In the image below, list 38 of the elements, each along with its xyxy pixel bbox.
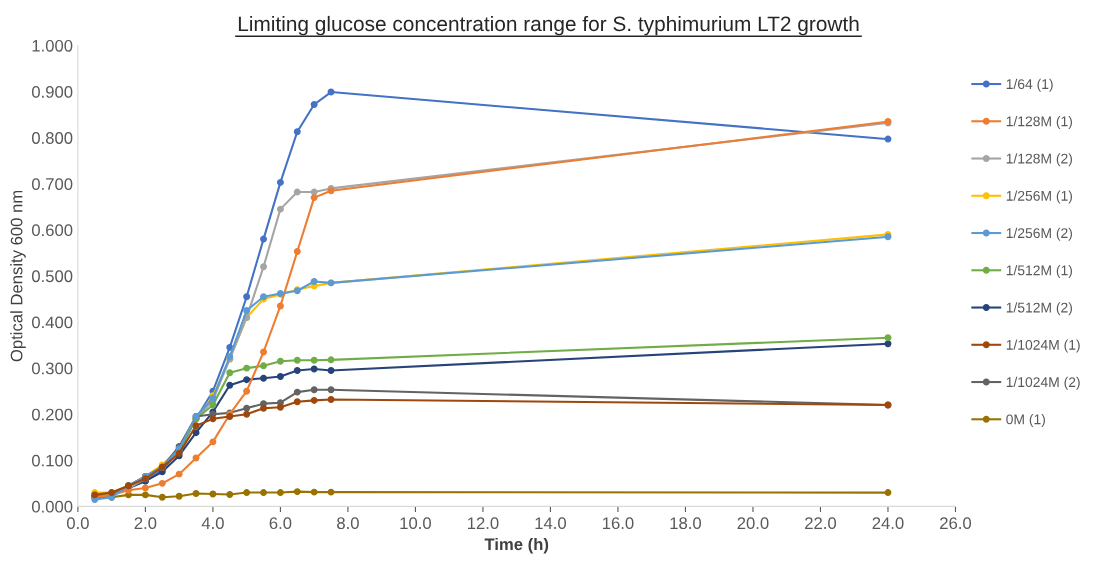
x-tick-label: 14.0	[535, 517, 567, 530]
legend-label: 1/512M (2)	[1006, 302, 1073, 316]
legend-label: 1/128M (1)	[1006, 116, 1073, 129]
x-tick-label: 24.0	[872, 517, 904, 530]
x-tick-label: 20.0	[737, 517, 769, 530]
y-tick-label: 0.300	[31, 362, 73, 375]
legend-label: 1/1024M (2)	[1006, 376, 1080, 390]
y-tick-label: 0.000	[31, 500, 73, 513]
legend-label: 1/128M (2)	[1006, 153, 1073, 167]
y-tick-label: 0.200	[31, 408, 73, 421]
y-tick-label: 0.500	[31, 270, 73, 283]
legend-label: 1/256M (2)	[1006, 227, 1073, 241]
legend-label: 1/64 (1)	[1006, 78, 1053, 92]
y-tick-label: 0.400	[31, 316, 73, 329]
chart-title: Limiting glucose concentration range for S. typhimurium LT2 growth	[238, 15, 859, 36]
y-tick-label: 0.900	[31, 86, 73, 98]
x-tick-label: 22.0	[805, 517, 837, 530]
y-axis-title: Optical Density 600 nm	[10, 190, 26, 362]
x-tick-label: 10.0	[400, 517, 431, 530]
x-tick-label: 16.0	[603, 517, 634, 530]
y-tick-label: 0.100	[31, 454, 73, 467]
x-axis-title: Time (h)	[484, 537, 549, 554]
y-tick-label: 1.000	[32, 39, 73, 52]
x-tick-label: 8.0	[337, 517, 359, 530]
x-tick-label: 0.0	[66, 517, 89, 530]
x-tick-label: 12.0	[467, 517, 499, 530]
y-tick-label: 0.800	[31, 132, 73, 144]
x-tick-label: 2.0	[134, 517, 157, 530]
x-tick-label: 6.0	[269, 517, 292, 530]
x-tick-label: 4.0	[201, 517, 224, 530]
y-tick-label: 0.600	[31, 224, 73, 237]
legend-label: 0M (1)	[1006, 414, 1045, 428]
x-tick-label: 26.0	[940, 517, 972, 530]
legend-label: 1/1024M (1)	[1006, 339, 1080, 353]
legend-label: 1/256M (1)	[1006, 190, 1073, 204]
y-tick-label: 0.700	[31, 178, 73, 190]
x-tick-label: 18.0	[670, 517, 702, 530]
legend-label: 1/512M (1)	[1006, 265, 1073, 279]
